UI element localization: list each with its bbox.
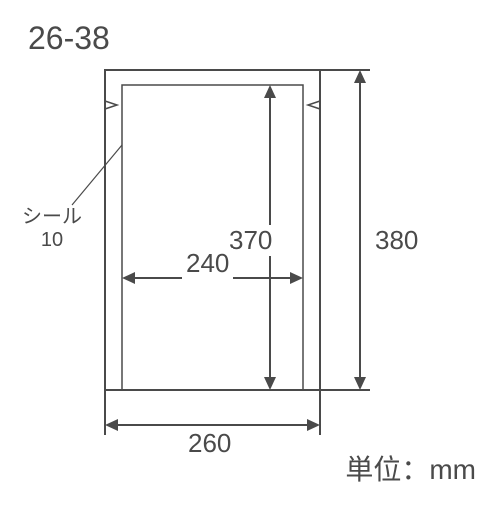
seal-word: シール — [22, 206, 82, 228]
arrow-icon — [290, 272, 303, 284]
arrow-icon — [122, 272, 135, 284]
notch-left — [105, 101, 117, 109]
outer-width-label: 260 — [188, 428, 231, 459]
outer-height-label: 380 — [375, 225, 418, 256]
notch-right — [308, 101, 320, 109]
seal-value: 10 — [41, 229, 63, 251]
seal-label-text: シール 10 — [22, 200, 82, 252]
inner-width-label: 240 — [182, 248, 233, 279]
arrow-icon — [105, 419, 118, 431]
arrow-icon — [307, 419, 320, 431]
arrow-icon — [354, 377, 366, 390]
outer-bag-outline — [105, 70, 320, 390]
seal-leader-line — [72, 145, 122, 205]
arrow-icon — [264, 377, 276, 390]
arrow-icon — [264, 85, 276, 98]
unit-label: 単位：mm — [345, 448, 476, 488]
arrow-icon — [354, 70, 366, 83]
